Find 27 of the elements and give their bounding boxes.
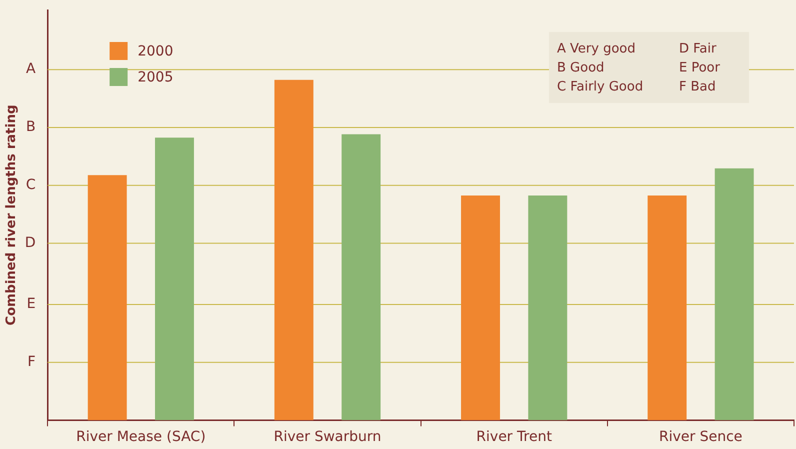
bar [461,196,500,420]
ref-line-label: F [28,354,36,370]
annotation: C Fairly Good [557,79,644,94]
bar [714,168,754,420]
ref-line-label: E [26,296,36,312]
x-tick-label: River Sence [658,429,742,446]
x-tick-label: River Trent [476,429,552,446]
bar [648,196,687,420]
bar [342,134,381,420]
text: A Very good [557,41,636,56]
ref-line-label: A [26,61,36,78]
bar [528,196,568,420]
ref-line-label: C [26,176,36,193]
bar [88,175,127,420]
text: B Good [557,60,604,76]
text: E Poor [679,60,721,76]
ref-line-label: B [26,119,36,136]
x-tick-label: River Swarburn [274,429,382,446]
x-tick-label: River Mease (SAC) [76,429,206,446]
bar [274,80,314,420]
ref-line-label: D [24,234,36,251]
legend-label: 2000 [138,44,174,60]
bar [155,138,194,420]
annotation: F Bad [679,79,716,94]
legend-label: 2005 [138,70,174,86]
y-axis-title: Combined river lengths rating [4,104,20,326]
text: D Fair [679,41,718,56]
